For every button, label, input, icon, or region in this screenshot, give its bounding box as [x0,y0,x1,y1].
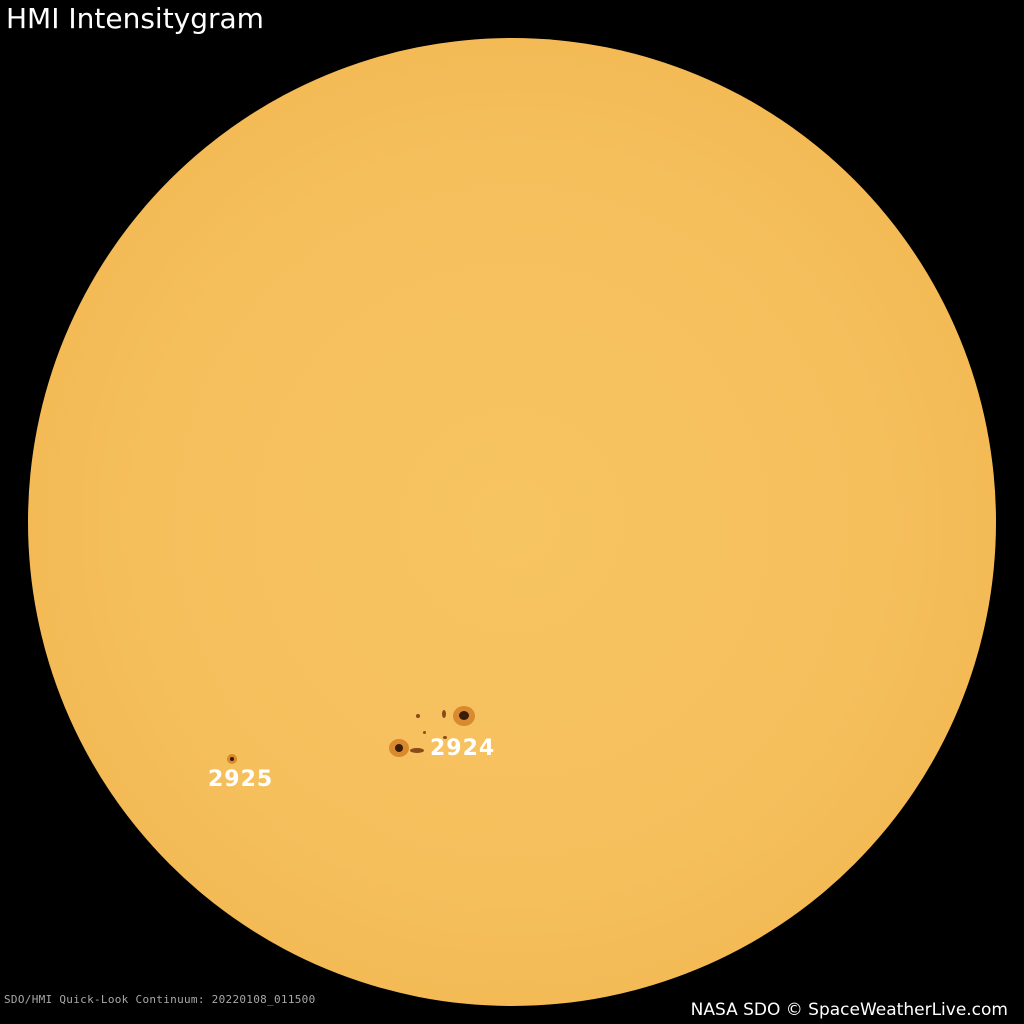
sunspot [416,714,420,718]
image-metadata: SDO/HMI Quick-Look Continuum: 20220108_0… [4,993,316,1006]
sunspot-umbra [230,757,234,761]
sunspot [410,748,424,753]
credit: NASA SDO © SpaceWeatherLive.com [690,1000,1008,1020]
title: HMI Intensitygram [6,2,264,35]
sunspot [443,736,447,739]
region-label-2924: 2924 [430,736,496,761]
sunspot-umbra [395,744,403,752]
sunspot [423,731,426,734]
solar-disc [28,38,996,1006]
sunspot [442,710,446,718]
region-label-2925: 2925 [208,767,274,792]
sunspot-umbra [459,711,469,720]
